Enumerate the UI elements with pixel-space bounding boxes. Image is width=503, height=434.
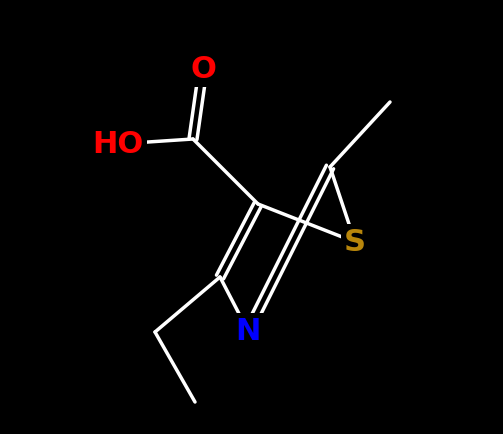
Text: HO: HO	[93, 130, 144, 159]
Text: N: N	[235, 317, 261, 346]
Text: O: O	[190, 56, 216, 84]
Text: S: S	[344, 228, 366, 257]
